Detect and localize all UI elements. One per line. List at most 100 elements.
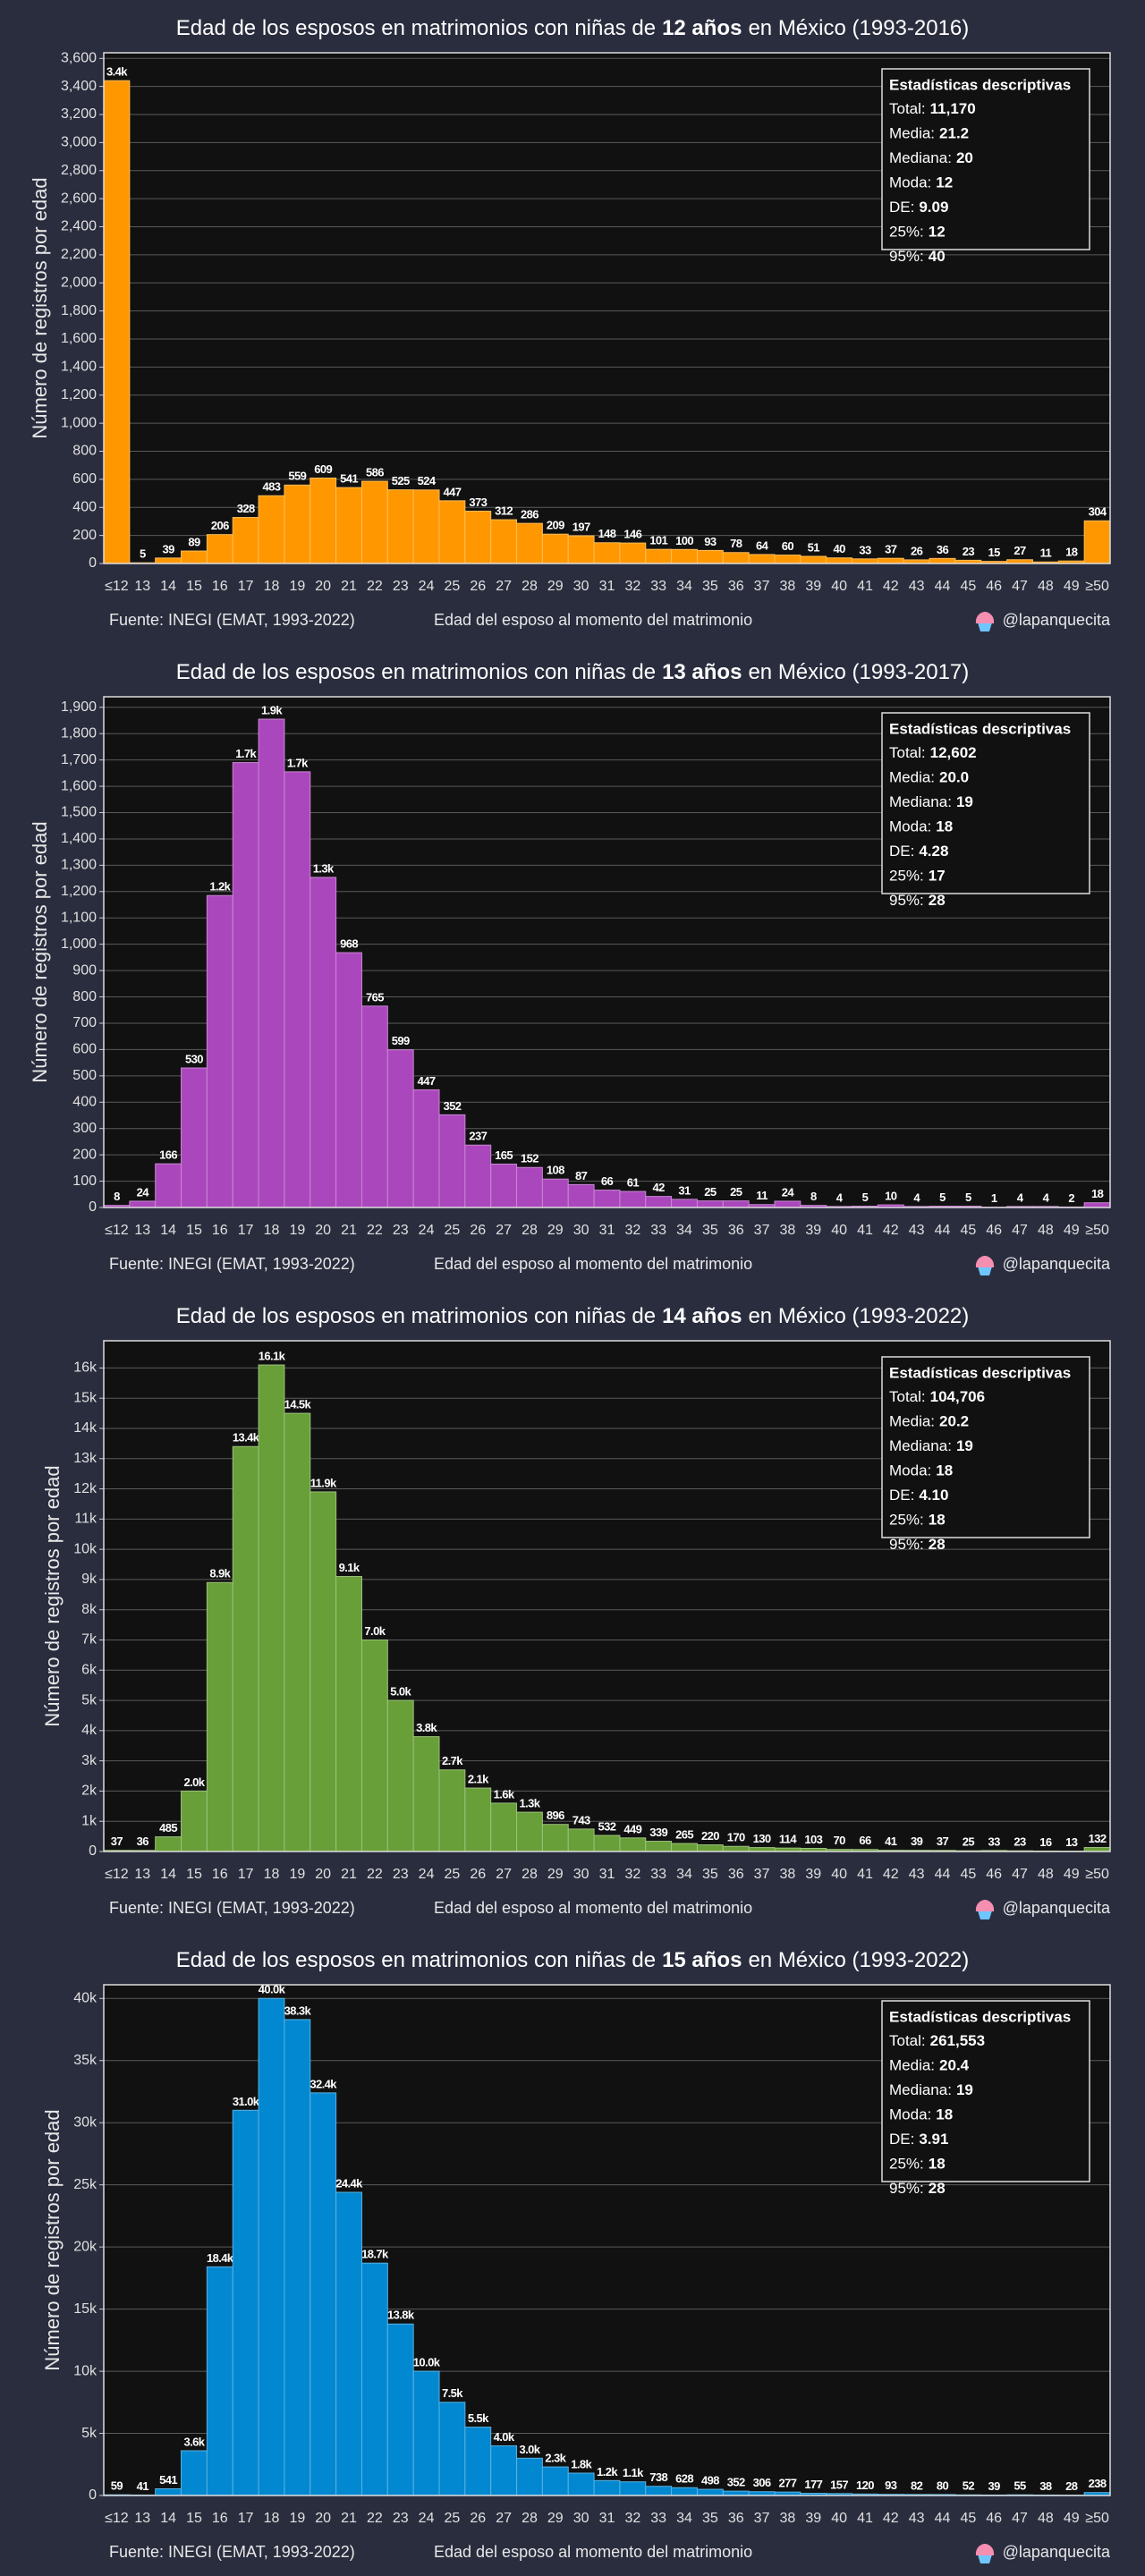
y-tick-label: 700 [72,1015,97,1030]
y-tick-label: 400 [72,1094,97,1109]
x-tick-label: 42 [883,1223,899,1238]
stats-row: Total: 261,553 [889,2032,985,2049]
stats-row: DE: 4.10 [889,1487,948,1504]
x-tick-label: 30 [573,1867,589,1882]
bar [490,1163,518,1208]
value-label: 18.4k [207,2251,234,2265]
stats-box [881,712,1090,894]
value-label: 1.8k [571,2457,592,2470]
value-label: 5.5k [468,2411,489,2425]
x-tick-label: 42 [883,1867,899,1882]
value-label: 28 [1065,2479,1078,2493]
value-label: 33 [859,543,871,556]
bar [722,1200,750,1208]
x-tick-label: 25 [445,1223,461,1238]
stats-title: Estadísticas descriptivas [889,720,1071,737]
value-label: 132 [1089,1832,1107,1845]
x-tick-label: 16 [212,2511,228,2526]
y-tick-label: 1,900 [61,699,97,715]
title-text: Edad de los esposos en matrimonios con n… [176,660,656,684]
credit-icon [978,2555,992,2563]
bar [464,1144,492,1208]
x-tick-label: 15 [186,1867,202,1882]
x-tick-label: 41 [857,1223,873,1238]
x-tick-label: 40 [831,579,847,594]
x-tick-label: 46 [986,1867,1002,1882]
y-tick-label: 600 [72,1042,97,1057]
value-label: 4 [1017,1191,1024,1204]
bar [645,2486,673,2496]
stats-row: 95%: 40 [889,248,946,265]
value-label: 16 [1039,1835,1052,1849]
value-label: 38 [1039,2479,1052,2493]
bar [412,1089,440,1208]
value-label: 32.4k [310,2077,337,2090]
stats-value: 18 [929,2156,946,2173]
bar [516,522,543,564]
value-label: 8.9k [209,1567,231,1580]
bar [490,1802,518,1852]
stats-row: Media: 20.0 [889,769,969,786]
y-tick-label: 2,000 [61,275,97,290]
y-tick-label: 1,400 [61,360,97,375]
bar [284,484,311,564]
stats-value: 20 [956,149,973,166]
x-tick-label: 49 [1064,579,1080,594]
x-axis-label: Edad del esposo al momento del matrimoni… [434,1899,752,1917]
y-tick-label: 10k [73,1541,98,1556]
value-label: 3.4k [106,65,128,79]
bar [181,550,208,564]
stats-value: 104,706 [930,1388,985,1405]
stats-row: Moda: 12 [889,174,953,191]
y-tick-label: 1,400 [61,831,97,846]
y-tick-label: 900 [72,962,97,978]
x-tick-label: 33 [650,2511,666,2526]
value-label: 7.5k [442,2386,463,2400]
x-tick-label: 23 [393,579,409,594]
x-tick-label: 44 [935,1867,951,1882]
stats-row: Moda: 18 [889,1462,953,1479]
bar [671,1199,698,1208]
y-tick-label: 200 [72,1147,97,1162]
x-tick-label: 35 [702,1223,718,1238]
x-tick-label: 39 [805,579,821,594]
x-tick-label: 23 [393,2511,409,2526]
stats-label: Total: [889,744,926,761]
x-tick-label: 14 [160,1867,176,1882]
x-tick-label: 47 [1012,1867,1028,1882]
credit-icon [975,1256,995,1267]
x-tick-label: 26 [470,1223,486,1238]
value-label: 66 [859,1834,871,1847]
stats-label: DE: [889,199,914,216]
value-label: 2.3k [545,2451,566,2464]
value-label: 3.6k [184,2435,206,2448]
bar [258,1997,285,2496]
x-tick-label: 42 [883,579,899,594]
stats-label: 95%: [889,2180,924,2197]
x-tick-label: 19 [289,1223,305,1238]
stats-label: Total: [889,1388,926,1405]
y-tick-label: 9k [81,1572,98,1587]
value-label: 4 [913,1191,920,1204]
value-label: 40.0k [259,1983,286,1996]
bar [155,557,182,564]
x-tick-label: 22 [367,579,383,594]
credit: @lapanquecita [1003,1899,1111,1917]
x-tick-label: 46 [986,579,1002,594]
value-label: 130 [753,1832,771,1845]
bar [877,557,904,564]
x-tick-label: 38 [780,1867,796,1882]
title-highlight: 15 años [662,1948,742,1972]
value-label: 23 [1014,1835,1026,1849]
x-tick-label: 34 [676,579,692,594]
value-label: 559 [288,470,306,483]
stats-label: 25%: [889,224,924,241]
x-tick-label: 37 [754,2511,770,2526]
x-tick-label: 20 [315,1223,331,1238]
x-tick-label: 49 [1064,1867,1080,1882]
stats-value: 17 [929,868,946,885]
value-label: 148 [598,527,616,540]
y-tick-label: 400 [72,499,97,514]
plot-frame [103,1340,1111,1852]
